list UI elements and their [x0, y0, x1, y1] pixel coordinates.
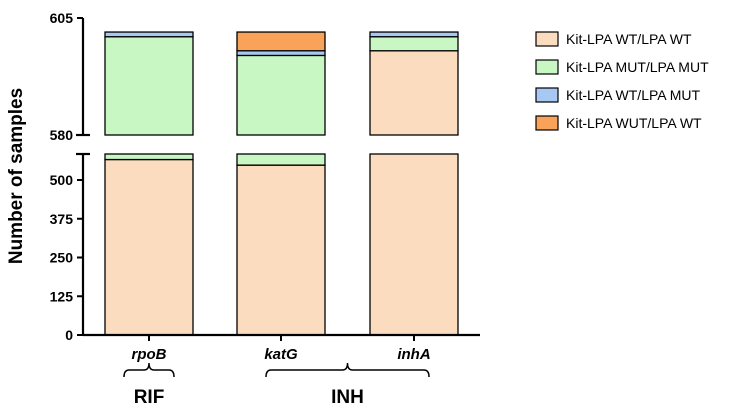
- axis-break-gap: [60, 136, 480, 153]
- y-tick-label-0: 0: [65, 327, 73, 343]
- y-tick-label-580: 580: [50, 127, 74, 143]
- bar-katG-kit-lpa-mut-lpa-mut-upper: [236, 54, 326, 136]
- legend: Kit-LPA WT/LPA WT Kit-LPA MUT/LPA MUT Kit-…: [535, 31, 709, 131]
- x-tick-label-katG: katG: [264, 346, 298, 363]
- legend-swatch-kit-lpa-wut-lpa-wt: [535, 115, 559, 131]
- group-label-inh: INH: [331, 387, 364, 408]
- y-tick-label-125: 125: [50, 288, 74, 304]
- y-tick-label-500: 500: [50, 172, 74, 188]
- bar-inhA-kit-lpa-wt-lpa-wt-upper: [369, 50, 459, 136]
- group-bracket-inh: [265, 362, 430, 378]
- bar-rpoB-kit-lpa-wt-lpa-mut-upper: [104, 31, 194, 38]
- x-tick-label-rpoB: rpoB: [132, 346, 167, 363]
- bar-katG-kit-lpa-wut-lpa-wt-upper: [236, 31, 326, 52]
- legend-label-kit-lpa-wt-lpa-mut: Kit-LPA WT/LPA MUT: [566, 87, 701, 103]
- y-axis-title: Number of samples: [6, 88, 27, 264]
- legend-label-kit-lpa-wt-lpa-wt: Kit-LPA WT/LPA WT: [566, 31, 692, 47]
- legend-label-kit-lpa-mut-lpa-mut: Kit-LPA MUT/LPA MUT: [566, 59, 709, 75]
- bar-katG-kit-lpa-mut-lpa-mut-lower: [236, 153, 326, 166]
- axes-layer: [76, 17, 480, 378]
- legend-swatch-kit-lpa-wt-lpa-mut: [535, 87, 559, 103]
- legend-swatch-kit-lpa-wt-lpa-wt: [535, 31, 559, 47]
- y-tick-label-250: 250: [50, 250, 74, 266]
- bar-rpoB-kit-lpa-wt-lpa-wt-lower: [104, 158, 194, 336]
- bar-katG-kit-lpa-wt-lpa-mut-upper: [236, 50, 326, 57]
- group-label-rif: RIF: [134, 387, 165, 408]
- labels-layer: 0 125 250 375 500 580 605 rpoB katG inhA RIF INH Num…: [6, 10, 431, 408]
- bar-katG-kit-lpa-wt-lpa-wt-lower: [236, 164, 326, 336]
- x-tick-label-inhA: inhA: [397, 346, 430, 363]
- bar-rpoB-kit-lpa-mut-lpa-mut-lower: [104, 153, 194, 161]
- legend-label-kit-lpa-wut-lpa-wt: Kit-LPA WUT/LPA WT: [566, 115, 702, 131]
- bar-inhA-kit-lpa-wt-lpa-wt-lower: [369, 153, 459, 336]
- bar-inhA-kit-lpa-wt-lpa-mut-upper: [369, 31, 459, 38]
- group-bracket-rif: [123, 362, 175, 378]
- bar-inhA-kit-lpa-mut-lpa-mut-upper: [369, 36, 459, 52]
- y-tick-label-375: 375: [50, 211, 74, 227]
- y-tick-label-605: 605: [50, 10, 74, 26]
- legend-swatch-kit-lpa-mut-lpa-mut: [535, 59, 559, 75]
- bars-layer: [60, 31, 480, 336]
- bar-rpoB-kit-lpa-mut-lpa-mut-upper: [104, 36, 194, 136]
